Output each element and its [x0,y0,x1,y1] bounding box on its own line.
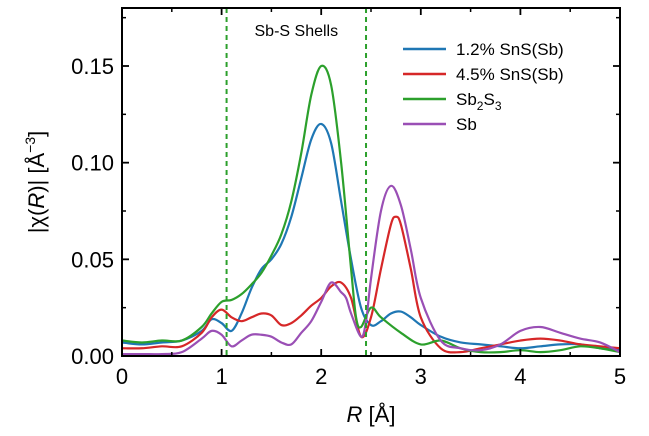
legend-label-4: Sb [456,115,477,134]
x-axis-label: R [Å] [347,402,396,427]
shell-boundaries [225,8,368,356]
x-tick-label-1: 1 [215,364,227,389]
y-axis-label-post: )| [Å [24,153,49,193]
y-axis-label-pre: |χ( [24,208,49,233]
x-axis-label-unit: [Å] [362,402,395,427]
y-tick-label-0.05: 0.05 [71,247,114,272]
x-tick-label-2: 2 [315,364,327,389]
series-line-1 [121,122,621,352]
x-tick-label-5: 5 [614,364,626,389]
legend-label-2: 4.5% SnS(Sb) [456,65,564,84]
y-tick-label-0.10: 0.10 [71,151,114,176]
legend: 1.2% SnS(Sb) 4.5% SnS(Sb) Sb2S3 Sb [403,40,564,134]
legend-label-1: 1.2% SnS(Sb) [456,40,564,59]
plot-frame [121,7,621,357]
x-tick-label-0: 0 [116,364,128,389]
annotation-sb-s-shells: Sb-S Shells [255,23,339,40]
x-tick-label-4: 4 [514,364,526,389]
y-axis-label-close: ] [24,131,49,137]
y-axis-label-variable: R [24,193,49,209]
plot-lines [121,64,621,356]
y-tick-label-0.00: 0.00 [71,344,114,369]
legend-label-3: Sb2S3 [456,90,502,113]
x-axis-label-variable: R [347,402,363,427]
axis-ticks: 0 1 2 3 4 5 0.00 0.05 0.10 0.15 [71,8,626,389]
x-tick-label-3: 3 [415,364,427,389]
y-axis-label-exponent: −3 [22,137,38,153]
y-tick-label-0.15: 0.15 [71,54,114,79]
y-axis-label: |χ(R)| [Å−3] [22,131,49,234]
series-line-3 [121,64,621,354]
series-line-4 [122,184,621,356]
